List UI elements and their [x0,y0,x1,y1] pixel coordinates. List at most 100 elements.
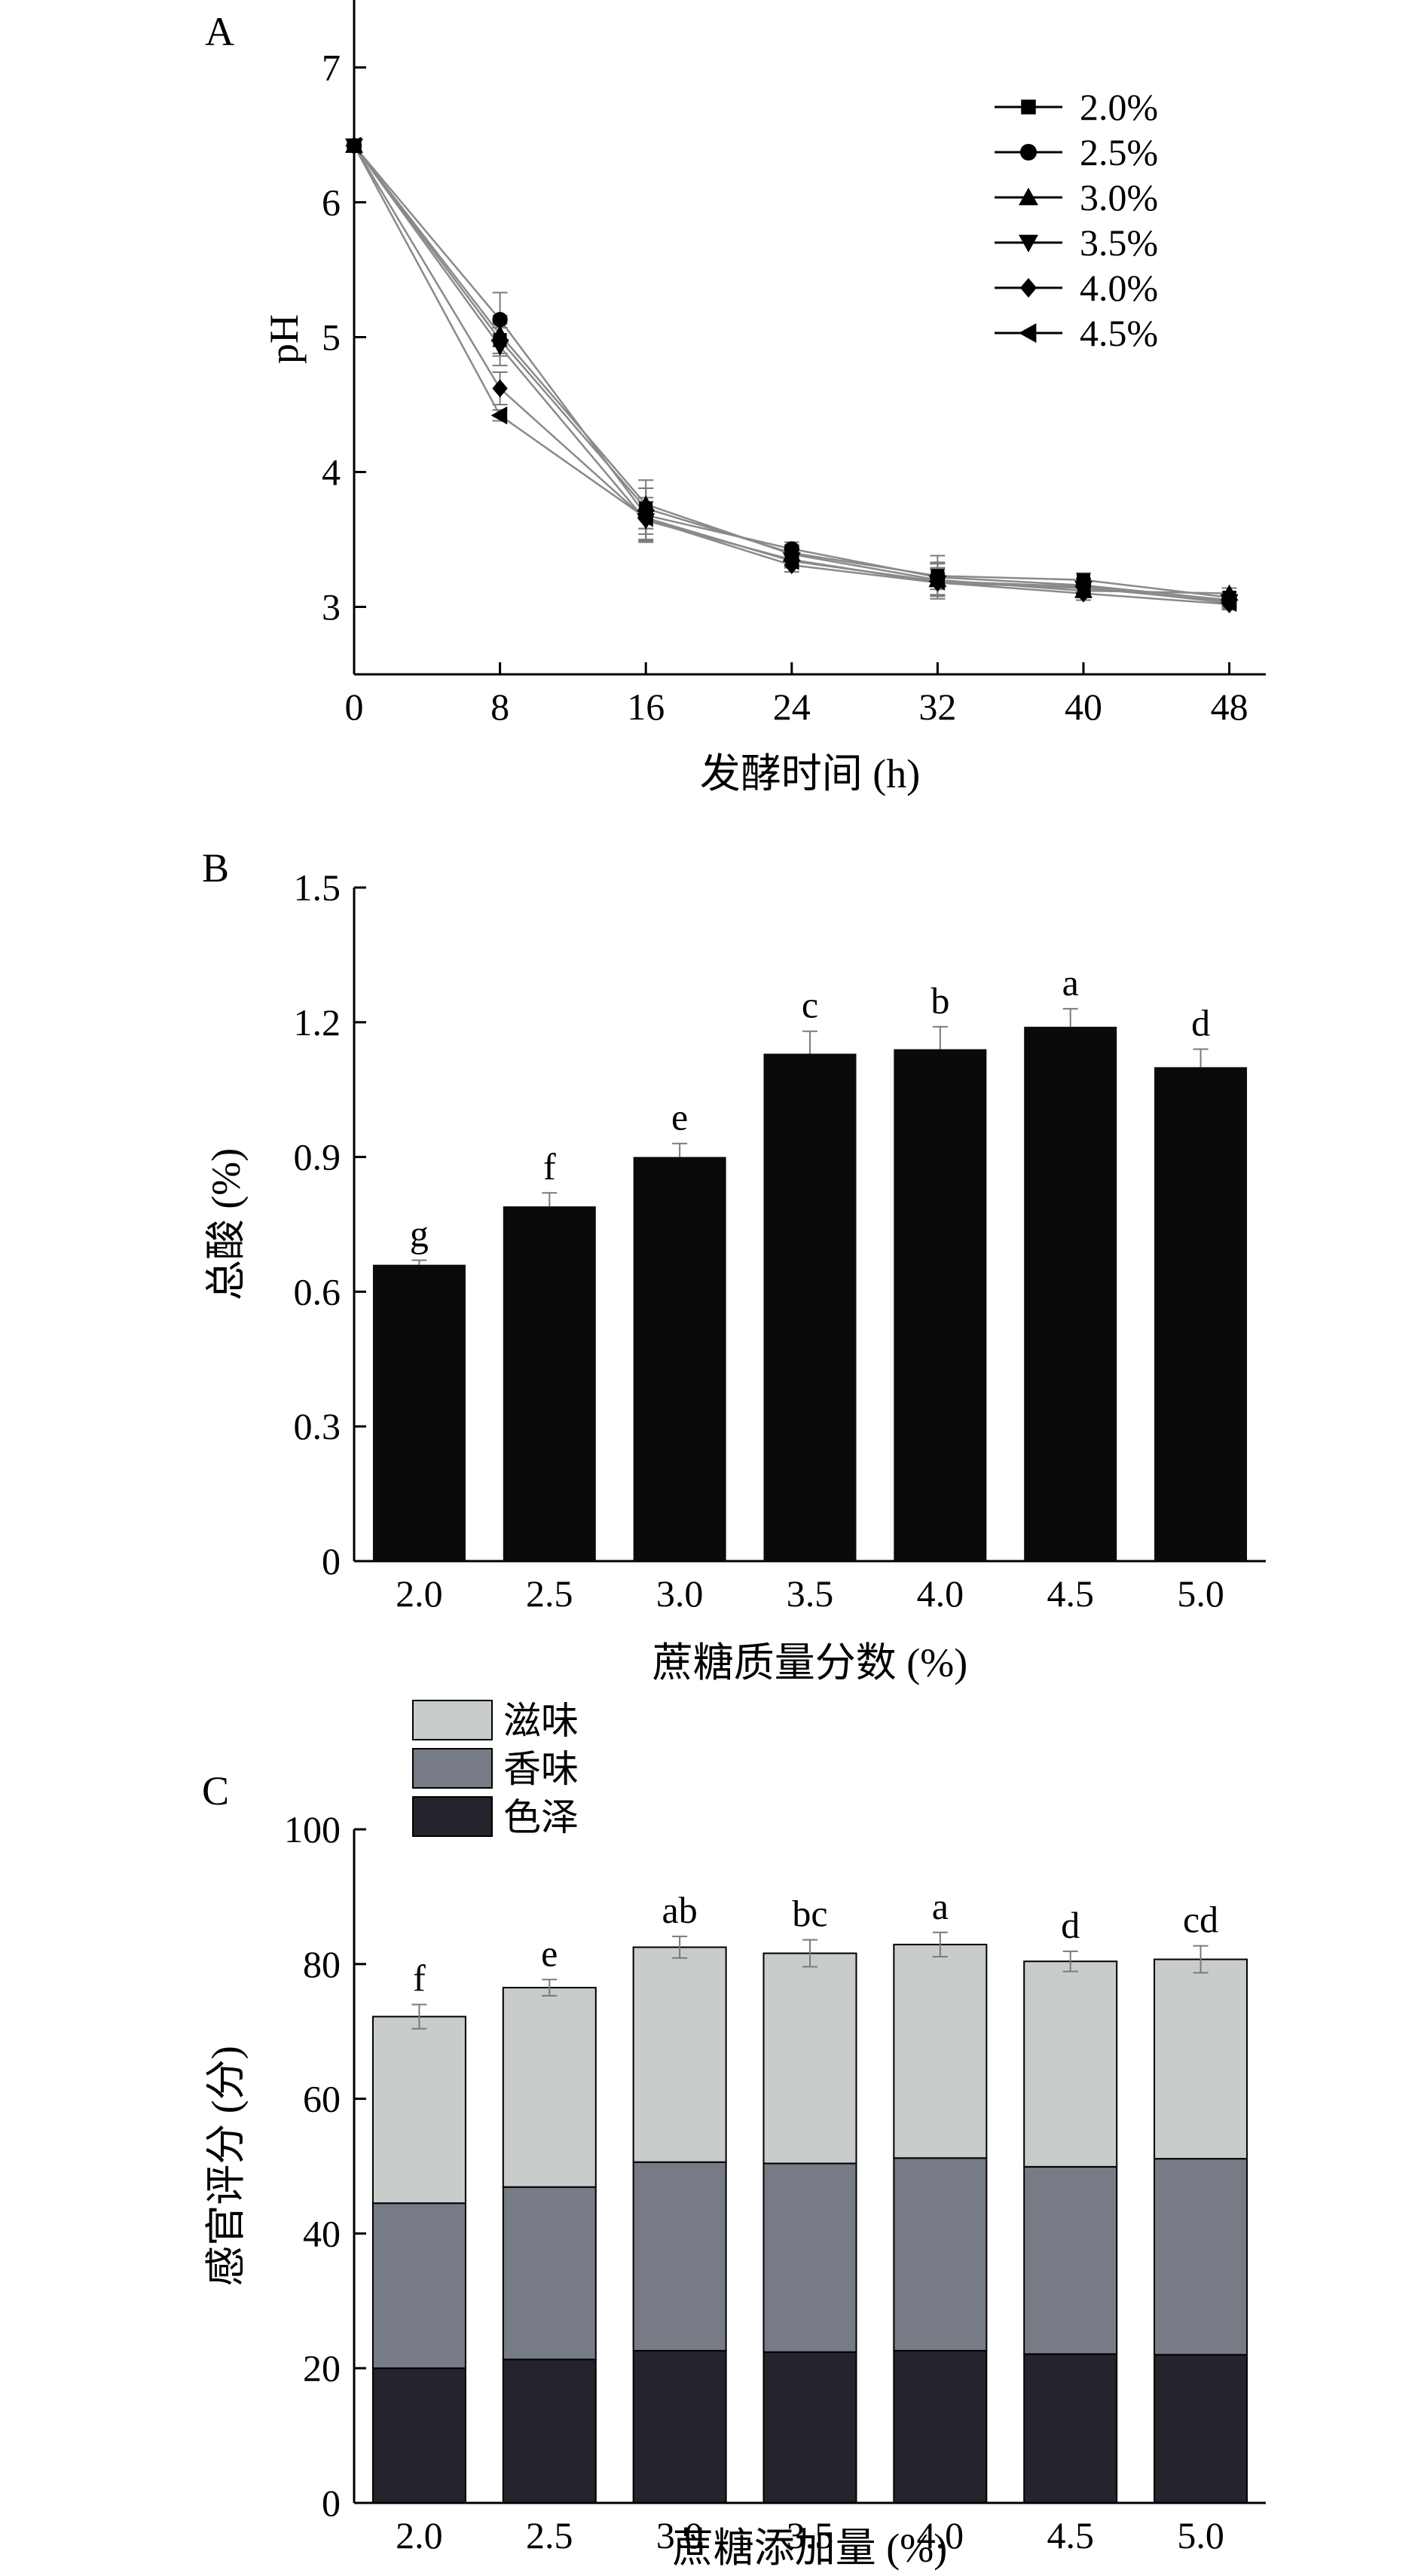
significance-label: a [932,1885,949,1927]
stacked-bar-segment [762,2162,857,2353]
y-axis-title: 感官评分 (分) [203,2046,249,2286]
x-tick-label: 2.5 [526,1572,573,1615]
data-point [1074,577,1091,596]
bar [372,1264,466,1561]
legend-marker [1019,188,1038,206]
y-tick-label: 7 [322,47,341,89]
data-point [492,379,508,398]
x-tick-label: 3.0 [656,2514,704,2556]
data-point [490,339,509,356]
x-tick-label: 5.0 [1177,2514,1224,2556]
stacked-bar-segment [893,2349,988,2504]
x-axis-title: 蔗糖添加量 (%) [673,2526,947,2571]
legend-swatch [412,1748,493,1789]
x-tick-label: 2.5 [526,2514,573,2556]
y-tick-label: 3 [322,586,341,628]
y-axis-title: pH [261,314,307,364]
significance-label: a [1062,961,1079,1004]
x-tick-label: 4.0 [917,1572,964,1615]
x-tick-label: 4.5 [1047,2514,1094,2556]
stacked-bar-segment [893,1943,988,2159]
y-tick-label: 80 [303,1943,341,1985]
bar [894,1049,987,1561]
legend-marker [1019,234,1038,252]
legend-marker [1019,323,1037,343]
x-tick-label: 2.0 [396,1572,443,1615]
x-tick-label: 0 [345,686,364,728]
y-tick-label: 0 [322,1540,341,1582]
x-tick-label: 2.0 [396,2514,443,2556]
legend-swatch [412,1796,493,1837]
x-tick-label: 4.5 [1047,1572,1094,1615]
stacked-bar-segment [1154,2158,1248,2356]
y-tick-label: 0 [322,2482,341,2524]
stacked-bar-segment [893,2157,988,2351]
significance-label: c [802,984,818,1026]
significance-label: f [543,1145,556,1187]
significance-label: e [671,1096,688,1138]
stacked-bar-segment [762,2351,857,2504]
data-point [490,406,508,425]
stacked-bar-segment [632,1946,727,2163]
y-tick-label: 5 [322,316,341,359]
data-point [492,312,508,328]
bar [503,1206,596,1561]
stacked-bar-segment [632,2349,727,2504]
x-tick-label: 40 [1065,686,1102,728]
stacked-bar-segment [1154,2354,1248,2504]
stacked-bar-segment [502,2186,597,2361]
legend-marker [1021,99,1036,115]
legend-label: 2.5% [1080,131,1158,173]
legend-marker [1019,278,1037,298]
panel-c-letter: C [202,1768,229,1814]
x-tick-label: 4.0 [917,2514,964,2556]
significance-label: bc [792,1893,827,1935]
y-tick-label: 100 [284,1808,341,1850]
y-tick-label: 0.3 [294,1405,341,1447]
stacked-bar-segment [762,1952,857,2165]
stacked-bar-segment [1154,1958,1248,2160]
stacked-bar-segment [1023,2165,1118,2355]
data-point [490,325,509,342]
legend-label: 4.5% [1080,312,1158,354]
x-tick-label: 3.5 [787,2514,834,2556]
x-tick-label: 3.0 [656,1572,704,1615]
panel-b-letter: B [202,845,229,891]
bar [1154,1067,1248,1561]
y-tick-label: 40 [303,2212,341,2254]
data-point [637,509,653,527]
bar [1024,1026,1117,1561]
stacked-bar-segment [632,2161,727,2351]
y-tick-label: 6 [322,182,341,224]
stacked-bar-segment [1023,1960,1118,2168]
x-tick-label: 3.5 [787,1572,834,1615]
significance-label: cd [1183,1899,1218,1941]
x-tick-label: 16 [627,686,665,728]
y-tick-label: 1.5 [294,866,341,909]
legend-label: 滋味 [503,1700,579,1742]
y-tick-label: 4 [322,451,341,494]
legend-swatch [412,1700,493,1740]
significance-label: ab [662,1889,698,1931]
x-axis-title: 蔗糖质量分数 (%) [652,1640,967,1685]
y-tick-label: 0.9 [294,1136,341,1178]
panel-b-bar-chart: B 0 0.3 0.6 0.9 1.2 1.5 g 2.0 f 2.5 e 3.0 c 3.5 b 4.0 a 4… [202,845,1266,1685]
x-tick-label: 5.0 [1177,1572,1224,1615]
panel-a-letter: A [205,9,234,54]
y-tick-label: 1.2 [294,1001,341,1044]
stacked-bar-segment [371,2202,466,2370]
x-tick-label: 32 [918,686,956,728]
data-point [345,136,362,155]
data-point [637,495,655,512]
panel-a-line-chart: A 3 4 5 6 7 0 8 16 24 32 40 48 发酵时间 (h) pH 2.0%2.5%3.0… [205,0,1266,796]
legend-marker [1019,143,1037,161]
bar [633,1157,726,1561]
significance-label: d [1061,1904,1080,1946]
y-tick-label: 60 [303,2078,341,2120]
y-tick-label: 0.6 [294,1270,341,1312]
y-axis-title: 总酸 (%) [203,1148,249,1300]
x-axis-title: 发酵时间 (h) [700,751,920,796]
stacked-bar-segment [502,2358,597,2504]
panel-c-stacked-bar-chart: C 0 20 40 60 80 100 f 2.0 e 2.5 ab 3.0 bc 3.5 a 4.0 d 4.5… [202,1700,1266,2571]
